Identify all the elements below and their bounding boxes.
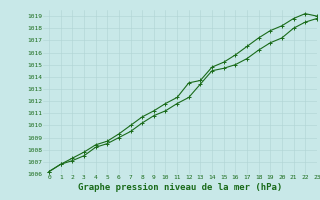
X-axis label: Graphe pression niveau de la mer (hPa): Graphe pression niveau de la mer (hPa) [78, 183, 282, 192]
